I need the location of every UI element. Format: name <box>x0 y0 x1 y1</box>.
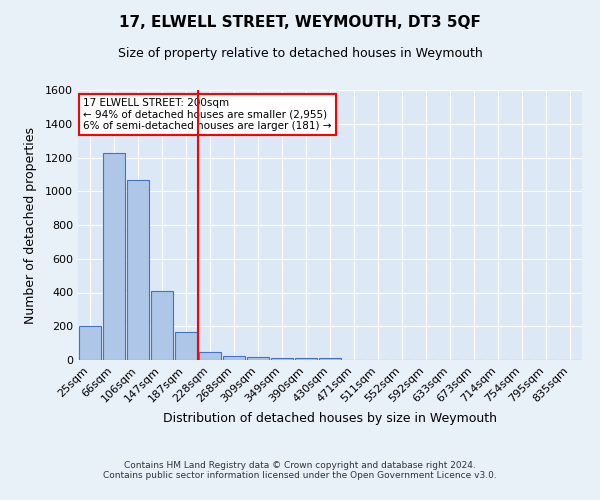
Text: 17, ELWELL STREET, WEYMOUTH, DT3 5QF: 17, ELWELL STREET, WEYMOUTH, DT3 5QF <box>119 15 481 30</box>
Bar <box>223 356 245 360</box>
Text: Contains HM Land Registry data © Crown copyright and database right 2024.
Contai: Contains HM Land Registry data © Crown c… <box>103 460 497 480</box>
Bar <box>151 291 173 360</box>
Bar <box>199 352 221 360</box>
Bar <box>127 180 149 360</box>
Bar <box>247 356 269 360</box>
Text: Size of property relative to detached houses in Weymouth: Size of property relative to detached ho… <box>118 48 482 60</box>
Text: 17 ELWELL STREET: 200sqm
← 94% of detached houses are smaller (2,955)
6% of semi: 17 ELWELL STREET: 200sqm ← 94% of detach… <box>83 98 332 132</box>
Y-axis label: Number of detached properties: Number of detached properties <box>23 126 37 324</box>
Bar <box>175 332 197 360</box>
Bar <box>79 326 101 360</box>
Bar <box>319 358 341 360</box>
X-axis label: Distribution of detached houses by size in Weymouth: Distribution of detached houses by size … <box>163 412 497 425</box>
Bar <box>295 358 317 360</box>
Bar <box>103 154 125 360</box>
Bar <box>271 358 293 360</box>
